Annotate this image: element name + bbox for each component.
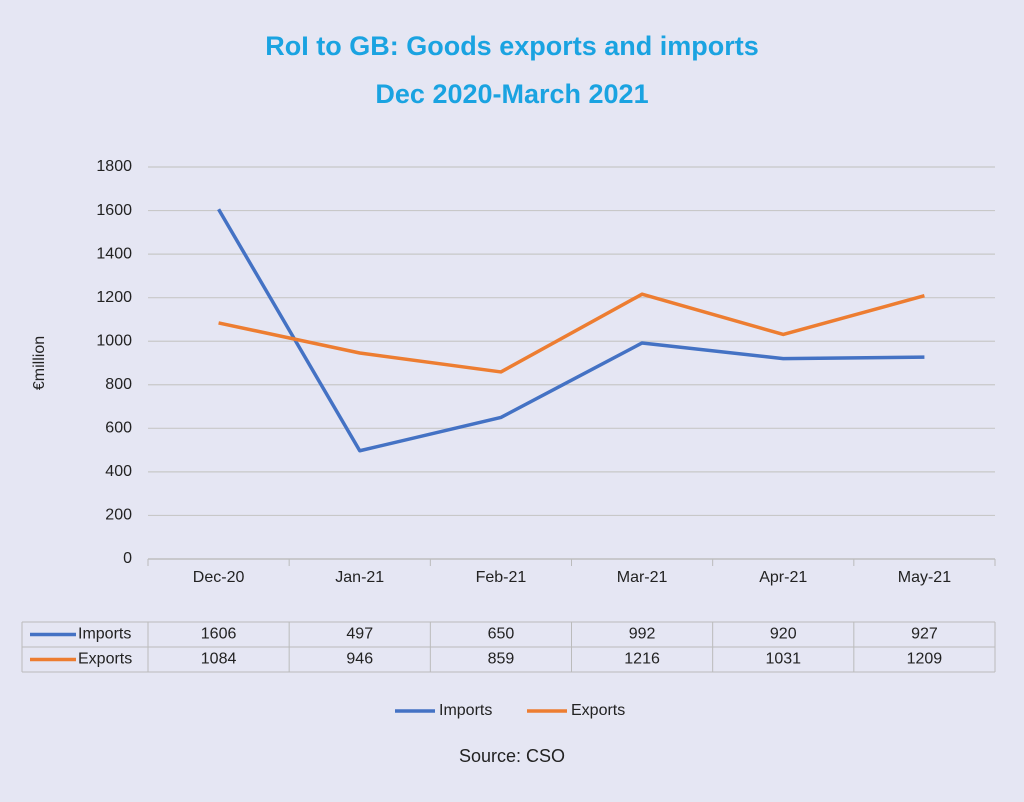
x-tick-label: Dec-20 (193, 569, 245, 586)
y-tick-label: 600 (105, 420, 132, 437)
legend-label: Imports (439, 702, 492, 719)
source: Source: CSO (459, 746, 565, 766)
y-tick-label: 1000 (96, 332, 132, 349)
y-tick-label: 1800 (96, 158, 132, 175)
table-row-label: Exports (78, 651, 132, 668)
table-cell: 1216 (624, 651, 660, 668)
chart-title: RoI to GB: Goods exports and imports (265, 31, 759, 61)
table-cell: 1209 (907, 651, 943, 668)
table-cell: 650 (488, 626, 515, 643)
legend-label: Exports (571, 702, 625, 719)
table-cell: 859 (488, 651, 515, 668)
y-tick-label: 200 (105, 507, 132, 524)
table-cell: 992 (629, 626, 656, 643)
x-tick-label: Jan-21 (335, 569, 384, 586)
y-tick-label: 1200 (96, 289, 132, 306)
table-cell: 1084 (201, 651, 237, 668)
x-tick-label: May-21 (898, 569, 951, 586)
x-tick-label: Feb-21 (476, 569, 527, 586)
table-cell: 497 (346, 626, 373, 643)
y-tick-label: 1400 (96, 245, 132, 262)
x-tick-label: Apr-21 (759, 569, 807, 586)
chart-subtitle: Dec 2020-March 2021 (375, 79, 648, 109)
table-cell: 1606 (201, 626, 237, 643)
y-tick-label: 800 (105, 376, 132, 393)
y-tick-label: 1600 (96, 202, 132, 219)
table-cell: 946 (346, 651, 373, 668)
y-tick-label: 400 (105, 463, 132, 480)
y-tick-label: 0 (123, 550, 132, 567)
table-row-label: Imports (78, 626, 131, 643)
table-cell: 1031 (765, 651, 801, 668)
line-series (218, 292, 925, 374)
table-cell: 927 (911, 626, 938, 643)
y-axis-label: €million (31, 336, 48, 390)
table-cell: 920 (770, 626, 797, 643)
line-series (217, 208, 925, 453)
x-tick-label: Mar-21 (617, 569, 668, 586)
